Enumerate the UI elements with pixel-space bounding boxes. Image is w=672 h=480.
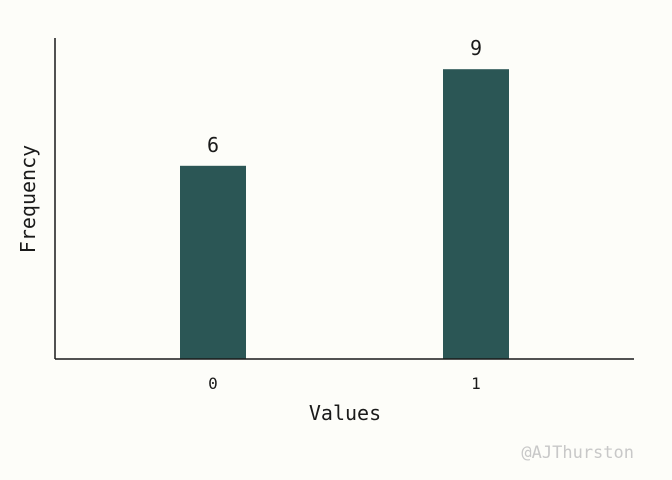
data-label-0: 6 — [207, 133, 219, 157]
x-tick-label-1: 1 — [471, 374, 481, 393]
bar-1 — [443, 69, 509, 359]
x-tick-label-0: 0 — [208, 374, 218, 393]
data-label-1: 9 — [470, 36, 482, 60]
watermark: @AJThurston — [521, 443, 634, 463]
bar-0 — [180, 165, 246, 359]
x-axis-label: Values — [309, 401, 381, 425]
data-labels: 69 — [207, 36, 482, 157]
bars — [180, 69, 509, 359]
y-axis-label: Frequency — [16, 145, 40, 253]
